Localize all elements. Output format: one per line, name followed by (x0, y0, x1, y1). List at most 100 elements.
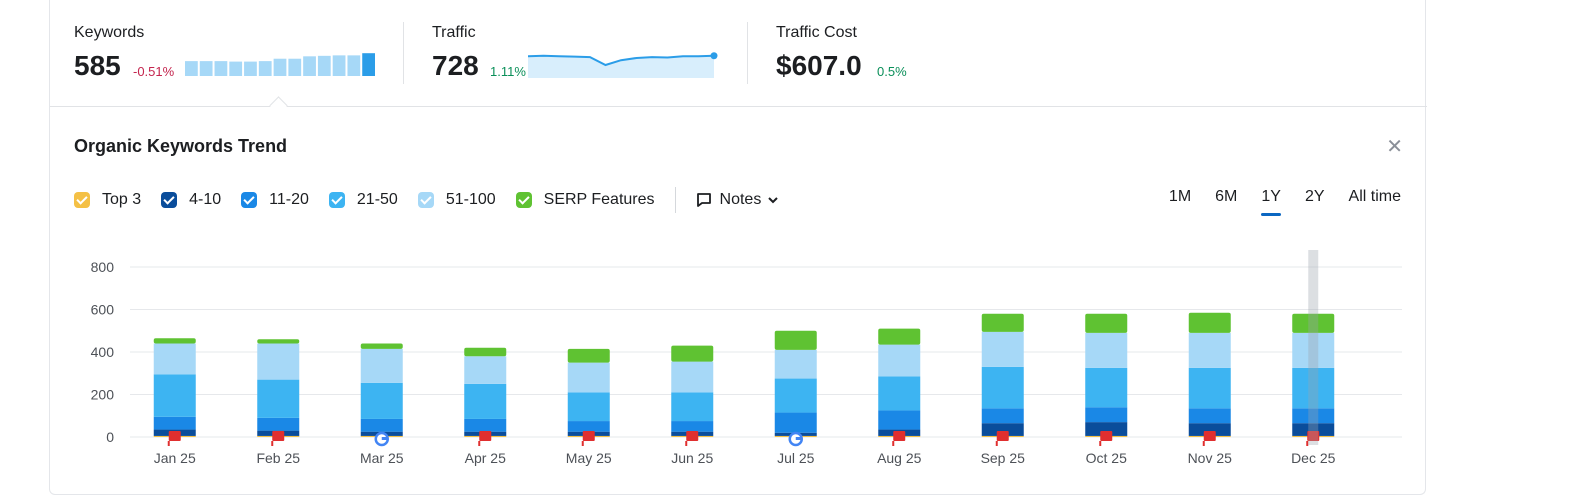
note-flag-icon[interactable] (167, 431, 181, 446)
bar-segment-51-100[interactable] (1292, 332, 1335, 368)
bar-segment-51-100[interactable] (567, 362, 610, 393)
range-2y[interactable]: 2Y (1304, 188, 1325, 205)
hover-cursor (1308, 250, 1319, 445)
bar-segment-11-20[interactable] (1188, 408, 1231, 424)
sparkline-bar (258, 61, 272, 76)
bar-segment-21-50[interactable] (153, 374, 196, 417)
range-all-time[interactable]: All time (1348, 188, 1401, 205)
bar-segment-4-10[interactable] (1085, 422, 1128, 436)
traffic-value[interactable]: 728 (432, 50, 479, 81)
bar-segment-21-50[interactable] (360, 382, 403, 419)
bar-segment-11-20[interactable] (1292, 408, 1335, 424)
bar-segment-51-100[interactable] (878, 344, 921, 377)
legend-divider (674, 187, 676, 213)
bar-segment-11-20[interactable] (464, 418, 507, 432)
checkbox-icon[interactable] (515, 192, 532, 208)
bar-segment-serp-features[interactable] (360, 343, 403, 349)
bar-segment-serp-features[interactable] (1188, 312, 1231, 333)
checkbox-icon[interactable] (161, 192, 178, 208)
bar-segment-serp-features[interactable] (567, 348, 610, 363)
traffic-sparkline[interactable] (528, 52, 718, 78)
bar-segment-serp-features[interactable] (464, 347, 507, 357)
google-update-icon[interactable] (374, 431, 389, 447)
bar-segment-51-100[interactable] (774, 349, 817, 379)
bar-segment-21-50[interactable] (257, 379, 300, 418)
bar-segment-11-20[interactable] (1085, 407, 1128, 423)
traffic-cost-label: Traffic Cost (776, 24, 857, 41)
checkbox-icon[interactable] (241, 192, 258, 208)
bar-segment-11-20[interactable] (981, 408, 1024, 424)
bar-segment-21-50[interactable] (1085, 367, 1128, 408)
bar-segment-serp-features[interactable] (257, 339, 300, 344)
note-flag-icon[interactable] (271, 431, 285, 446)
bar-segment-51-100[interactable] (360, 348, 403, 383)
note-flag-icon[interactable] (1099, 431, 1113, 446)
range-6m[interactable]: 6M (1215, 188, 1238, 205)
bar-segment-serp-features[interactable] (671, 345, 714, 362)
bar-segment-51-100[interactable] (257, 343, 300, 380)
legend-item-serp-features[interactable]: SERP Features (515, 191, 655, 209)
bar-segment-serp-features[interactable] (1085, 313, 1128, 333)
bar-segment-51-100[interactable] (671, 361, 714, 393)
traffic-cost-value[interactable]: $607.0 (776, 50, 862, 81)
y-tick-label: 200 (91, 387, 115, 403)
bar-segment-51-100[interactable] (464, 356, 507, 384)
bar-segment-serp-features[interactable] (1292, 313, 1335, 333)
bar-segment-51-100[interactable] (153, 343, 196, 375)
note-flag-icon[interactable] (1202, 431, 1216, 446)
note-flag-icon[interactable] (1306, 431, 1320, 446)
checkbox-icon[interactable] (328, 192, 345, 208)
sparkline-bar (185, 61, 198, 76)
range-1y[interactable]: 1Y (1261, 188, 1281, 216)
bar-segment-4-10[interactable] (1188, 423, 1231, 436)
bar-segment-serp-features[interactable] (878, 328, 921, 345)
bar-segment-4-10[interactable] (1292, 423, 1335, 436)
bar-segment-11-20[interactable] (567, 421, 610, 432)
bar-segment-51-100[interactable] (981, 331, 1024, 367)
bar-segment-21-50[interactable] (464, 383, 507, 419)
bar-segment-serp-features[interactable] (153, 338, 196, 344)
bar-segment-51-100[interactable] (1085, 332, 1128, 368)
legend-item-21-50[interactable]: 21-50 (328, 191, 398, 209)
bar-segment-serp-features[interactable] (981, 313, 1024, 332)
note-flag-icon[interactable] (995, 431, 1009, 446)
note-flag-icon[interactable] (581, 431, 595, 446)
bar-segment-21-50[interactable] (1188, 367, 1231, 409)
x-tick-label: Mar 25 (360, 450, 404, 466)
notes-dropdown[interactable]: Notes (696, 191, 780, 209)
note-flag-icon[interactable] (478, 431, 492, 446)
note-flag-icon[interactable] (892, 431, 906, 446)
bar-segment-21-50[interactable] (774, 378, 817, 413)
x-tick-label: Nov 25 (1188, 450, 1233, 466)
bar-segment-11-20[interactable] (671, 421, 714, 432)
bar-segment-11-20[interactable] (360, 418, 403, 432)
note-flag-icon[interactable] (685, 431, 699, 446)
bar-segment-21-50[interactable] (1292, 367, 1335, 409)
x-tick-label: May 25 (566, 450, 612, 466)
legend-item-11-20[interactable]: 11-20 (241, 191, 309, 209)
close-icon[interactable]: ✕ (1386, 136, 1403, 158)
bar-segment-11-20[interactable] (878, 410, 921, 430)
keywords-value[interactable]: 585 (74, 50, 121, 81)
keywords-sparkline[interactable] (185, 52, 375, 76)
bar-segment-4-10[interactable] (981, 423, 1024, 436)
legend-item-top-3[interactable]: Top 3 (74, 191, 141, 209)
bar-segment-21-50[interactable] (671, 392, 714, 422)
bar-segment-11-20[interactable] (257, 417, 300, 431)
legend-item-51-100[interactable]: 51-100 (417, 191, 496, 209)
bar-segment-21-50[interactable] (567, 392, 610, 422)
time-range-selector: 1M 6M 1Y 2Y All time (1145, 188, 1401, 216)
bar-segment-serp-features[interactable] (774, 330, 817, 350)
bar-segment-51-100[interactable] (1188, 332, 1231, 368)
bar-segment-11-20[interactable] (153, 416, 196, 430)
bar-segment-11-20[interactable] (774, 412, 817, 433)
legend-label: Top 3 (102, 191, 142, 208)
checkbox-icon[interactable] (417, 192, 434, 208)
sparkline-bar (332, 55, 346, 76)
checkbox-icon[interactable] (74, 192, 90, 208)
legend-item-4-10[interactable]: 4-10 (161, 191, 221, 209)
range-1m[interactable]: 1M (1168, 188, 1192, 205)
google-update-icon[interactable] (788, 431, 803, 447)
bar-segment-21-50[interactable] (878, 376, 921, 411)
bar-segment-21-50[interactable] (981, 366, 1024, 409)
